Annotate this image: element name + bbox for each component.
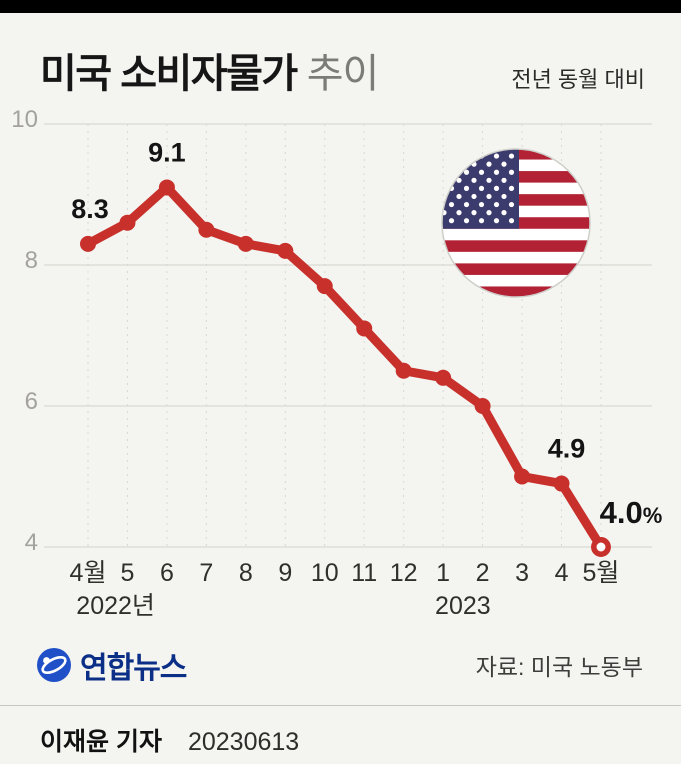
year-label: 2022년 bbox=[76, 592, 155, 620]
data-point bbox=[277, 242, 294, 259]
y-tick-label: 4 bbox=[25, 529, 38, 556]
yonhap-logo-text: 연합뉴스 bbox=[80, 652, 187, 685]
data-point bbox=[80, 235, 96, 252]
x-tick-label: 10 bbox=[311, 559, 339, 587]
subtitle-right: 전년 동월 대비 bbox=[511, 67, 645, 92]
x-tick-label: 11 bbox=[351, 559, 377, 587]
x-tick-label: 2 bbox=[476, 559, 490, 587]
y-tick-label: 6 bbox=[25, 388, 38, 415]
byline-date: 20230613 bbox=[187, 728, 300, 756]
x-tick-label: 3 bbox=[515, 559, 529, 587]
x-tick-label: 4월 bbox=[70, 559, 107, 587]
data-point bbox=[474, 398, 491, 414]
data-point bbox=[514, 468, 531, 485]
x-tick-label: 4 bbox=[555, 559, 569, 587]
x-tick-label: 12 bbox=[390, 559, 418, 587]
yonhap-logo-icon bbox=[37, 648, 71, 682]
data-point bbox=[158, 179, 175, 196]
data-point bbox=[119, 214, 136, 231]
byline: 이재윤 기자 20230613 bbox=[0, 706, 681, 758]
reporter-name: 이재윤 기자 bbox=[40, 728, 162, 756]
value-labels: 8.3 9.1 4.9 4.0% bbox=[71, 137, 662, 530]
data-point bbox=[316, 278, 333, 295]
x-tick-label: 1 bbox=[436, 559, 450, 587]
x-tick-label: 8 bbox=[239, 559, 253, 587]
page-title: 미국 소비자물가 추이 bbox=[40, 41, 380, 99]
y-tick-label: 10 bbox=[11, 106, 38, 133]
value-label: 8.3 bbox=[71, 194, 109, 224]
value-label: 9.1 bbox=[148, 137, 186, 167]
data-points bbox=[80, 179, 611, 557]
yonhap-logo: 연합뉴스 bbox=[36, 643, 187, 687]
value-label: 4.9 bbox=[548, 434, 586, 464]
data-point bbox=[395, 362, 412, 379]
divider bbox=[0, 705, 681, 706]
x-tick-label: 9 bbox=[278, 559, 292, 587]
x-tick-label: 6 bbox=[160, 559, 174, 587]
title-sub: 추이 bbox=[306, 52, 380, 96]
y-axis-labels: 4 6 8 10 bbox=[11, 106, 38, 556]
data-point bbox=[198, 221, 215, 238]
data-point bbox=[237, 235, 254, 252]
x-tick-label: 7 bbox=[199, 559, 213, 587]
year-label: 2023 bbox=[435, 592, 491, 620]
footer: 연합뉴스 자료: 미국 노동부 bbox=[0, 633, 681, 691]
header: 미국 소비자물가 추이 전년 동월 대비 bbox=[0, 13, 681, 103]
value-label: 4.0% bbox=[600, 495, 663, 530]
y-tick-label: 8 bbox=[25, 247, 38, 274]
data-point bbox=[435, 369, 452, 386]
title-main: 미국 소비자물가 bbox=[40, 52, 298, 96]
us-flag-icon bbox=[441, 148, 591, 298]
x-tick-label: 5월 bbox=[583, 559, 620, 587]
x-tick-label: 5 bbox=[121, 559, 135, 587]
data-point bbox=[553, 475, 570, 492]
top-black-bar bbox=[0, 0, 681, 13]
data-line bbox=[83, 182, 606, 552]
last-data-point bbox=[591, 537, 611, 557]
source-label: 자료: 미국 노동부 bbox=[475, 654, 643, 680]
data-point bbox=[356, 320, 373, 337]
